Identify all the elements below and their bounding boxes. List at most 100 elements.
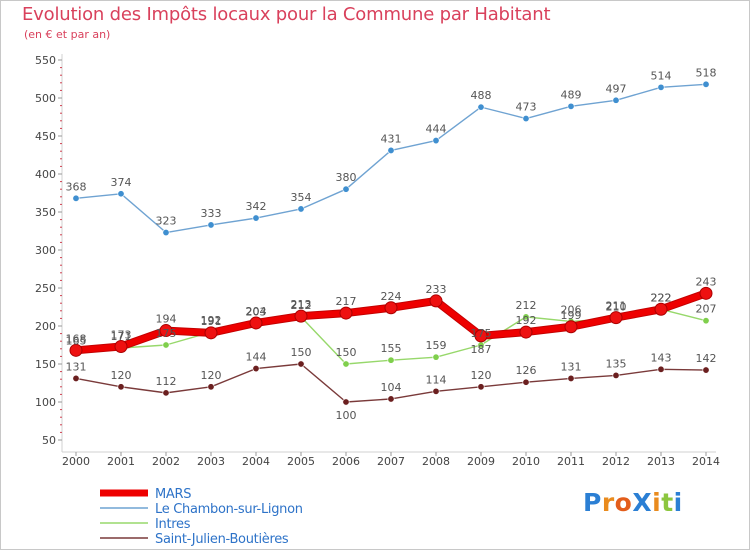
data-point xyxy=(162,389,170,397)
data-label: 175 xyxy=(471,327,492,340)
data-label: 187 xyxy=(471,343,492,356)
data-label: 131 xyxy=(66,360,87,373)
data-point xyxy=(477,383,485,391)
data-point xyxy=(72,374,80,382)
data-point xyxy=(162,229,170,237)
y-tick-label: 500 xyxy=(35,92,56,105)
data-label: 207 xyxy=(696,303,717,316)
data-point xyxy=(522,313,530,321)
logo-letter: o xyxy=(614,488,633,517)
data-point xyxy=(69,343,83,357)
data-label: 199 xyxy=(561,309,582,322)
data-label: 368 xyxy=(66,180,87,193)
data-label: 131 xyxy=(561,360,582,373)
y-tick-label: 100 xyxy=(35,396,56,409)
data-label: 144 xyxy=(246,351,267,364)
data-point xyxy=(207,383,215,391)
data-label: 171 xyxy=(111,330,132,343)
data-point xyxy=(657,83,665,91)
logo-letter: P xyxy=(583,488,602,517)
x-tick-label: 2004 xyxy=(242,455,270,468)
data-label: 120 xyxy=(201,369,222,382)
data-label: 155 xyxy=(381,342,402,355)
data-label: 354 xyxy=(291,191,312,204)
data-point xyxy=(387,395,395,403)
data-point xyxy=(432,387,440,395)
data-point xyxy=(612,96,620,104)
y-tick-label: 400 xyxy=(35,168,56,181)
data-point xyxy=(657,365,665,373)
data-label: 333 xyxy=(201,207,222,220)
data-point xyxy=(297,360,305,368)
data-point xyxy=(297,205,305,213)
data-label: 488 xyxy=(471,89,492,102)
chart-data-labels: 368 374 323 333 342 354 380 431 444 488 473 489 497 5… xyxy=(66,66,717,422)
x-tick-label: 2005 xyxy=(287,455,315,468)
data-label: 224 xyxy=(381,290,402,303)
logo-letter: i xyxy=(673,488,683,517)
logo-letter: t xyxy=(661,488,674,517)
data-point xyxy=(159,324,173,338)
data-point xyxy=(342,360,350,368)
data-label: 206 xyxy=(561,303,582,316)
data-label: 514 xyxy=(651,69,672,82)
data-label: 222 xyxy=(651,291,672,304)
x-tick-label: 2014 xyxy=(692,455,720,468)
x-tick-label: 2008 xyxy=(422,455,450,468)
x-tick-label: 2003 xyxy=(197,455,225,468)
data-point xyxy=(522,378,530,386)
x-tick-label: 2011 xyxy=(557,455,585,468)
data-label: 518 xyxy=(696,66,717,79)
data-label: 168 xyxy=(66,332,87,345)
data-label: 243 xyxy=(696,275,717,288)
data-label: 159 xyxy=(426,339,447,352)
data-point xyxy=(702,317,710,325)
data-label: 217 xyxy=(336,295,357,308)
data-point xyxy=(432,137,440,145)
data-label: 120 xyxy=(471,369,492,382)
data-point xyxy=(387,356,395,364)
data-point xyxy=(117,190,125,198)
data-point xyxy=(252,214,260,222)
data-label: 142 xyxy=(696,352,717,365)
data-label: 380 xyxy=(336,171,357,184)
data-point xyxy=(474,329,488,343)
data-label: 135 xyxy=(606,357,627,370)
data-point xyxy=(117,383,125,391)
legend-label: Saint-Julien-Boutières xyxy=(155,532,289,547)
data-label: 104 xyxy=(381,381,402,394)
logo-letter: i xyxy=(652,488,662,517)
chart-axes: 50 100 150 200 250 300 350 400 450 500 550 2000 2001… xyxy=(35,54,720,468)
data-label: 173 xyxy=(111,329,132,342)
x-tick-label: 2002 xyxy=(152,455,180,468)
data-point xyxy=(204,326,218,340)
data-label: 489 xyxy=(561,88,582,101)
data-point xyxy=(702,366,710,374)
data-point xyxy=(429,294,443,308)
data-point xyxy=(342,185,350,193)
legend-label: Le Chambon-sur-Lignon xyxy=(155,502,303,517)
data-point xyxy=(477,103,485,111)
y-tick-label: 550 xyxy=(35,54,56,67)
data-label: 143 xyxy=(651,351,672,364)
data-point xyxy=(249,316,263,330)
data-point xyxy=(609,311,623,325)
data-point xyxy=(567,102,575,110)
data-point xyxy=(564,320,578,334)
data-label: 473 xyxy=(516,101,537,114)
x-tick-label: 2007 xyxy=(377,455,405,468)
x-tick-label: 2006 xyxy=(332,455,360,468)
proxiti-logo: ProXiti xyxy=(583,488,683,517)
data-point xyxy=(114,340,128,354)
data-point xyxy=(612,371,620,379)
legend-label: MARS xyxy=(155,487,191,502)
data-label: 374 xyxy=(111,176,132,189)
data-label: 342 xyxy=(246,200,267,213)
data-point xyxy=(432,353,440,361)
data-point xyxy=(387,146,395,154)
data-label: 211 xyxy=(606,300,627,313)
data-label: 194 xyxy=(156,313,177,326)
y-tick-label: 50 xyxy=(42,434,56,447)
